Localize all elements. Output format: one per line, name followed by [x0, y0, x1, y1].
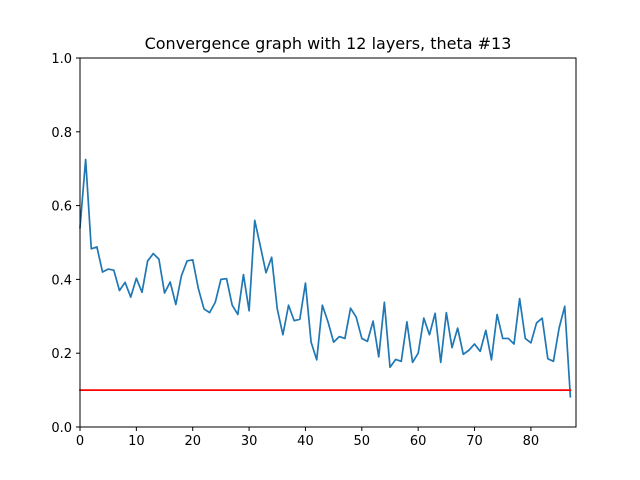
series-line-convergence: [79, 158, 572, 398]
x-tick-label: 30: [241, 434, 258, 449]
x-tick-label: 20: [184, 434, 201, 449]
x-tick-label: 0: [76, 434, 84, 449]
x-tick-label: 80: [523, 434, 540, 449]
chart-title: Convergence graph with 12 layers, theta …: [145, 34, 512, 53]
x-tick-label: 60: [410, 434, 427, 449]
x-tick-label: 70: [466, 434, 483, 449]
y-tick-label: 0.4: [51, 273, 72, 288]
axes-frame: [79, 57, 577, 428]
y-tick-label: 0.2: [51, 347, 72, 362]
y-tick-label: 0.6: [51, 200, 72, 215]
x-tick-label: 10: [128, 434, 145, 449]
y-tick-label: 0.0: [51, 421, 72, 436]
plot-area: 0 10 20 30 40 50 60 70 80 0.0 0.2 0.4 0.6 0.8 1.0: [51, 52, 577, 449]
x-tick-label: 40: [297, 434, 314, 449]
y-tick-label: 0.8: [51, 126, 72, 141]
y-tick-label: 1.0: [51, 52, 72, 67]
x-tick-label: 50: [354, 434, 371, 449]
